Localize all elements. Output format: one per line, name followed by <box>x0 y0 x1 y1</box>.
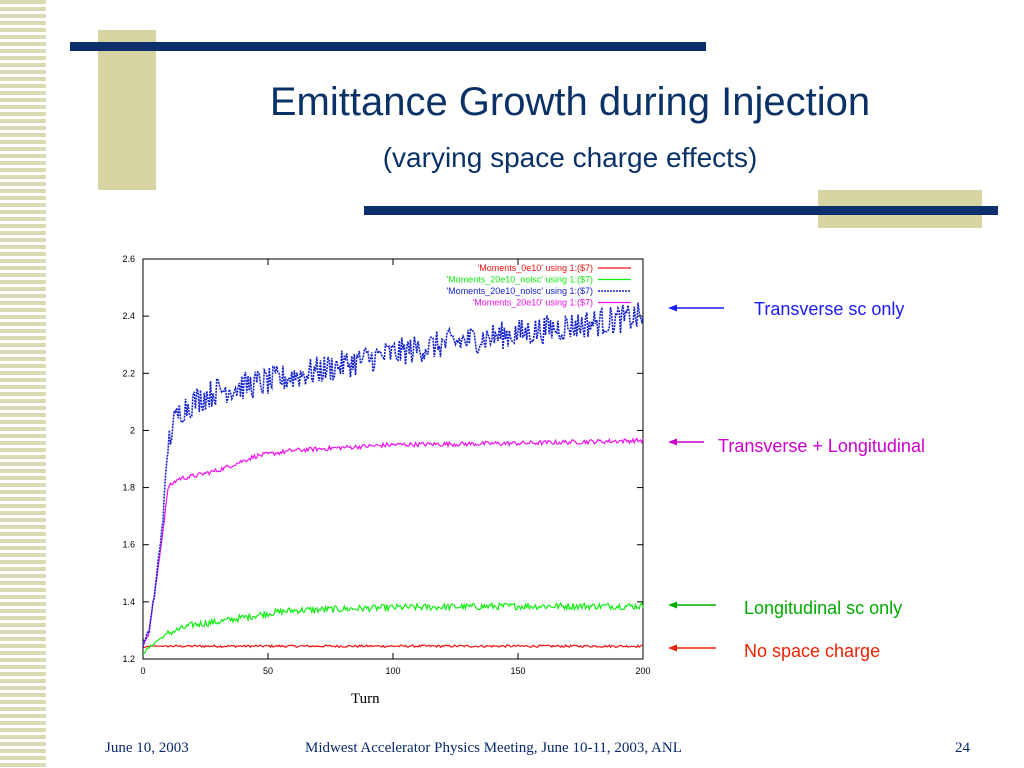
y-tick-label: 1.6 <box>122 540 135 550</box>
y-tick-label: 1.2 <box>122 654 135 664</box>
annotation-longitudinal-sc-only: Longitudinal sc only <box>744 598 903 618</box>
annotation-arrow-head <box>668 438 677 446</box>
x-tick-label: 0 <box>140 666 145 676</box>
y-tick-label: 2 <box>130 425 135 435</box>
decorative-bar-top <box>70 42 706 51</box>
y-tick-label: 1.8 <box>122 483 135 493</box>
annotation-arrow-head <box>668 644 677 652</box>
footer-date: June 10, 2003 <box>105 740 189 756</box>
y-tick-label: 2.4 <box>122 311 135 321</box>
annotation-transverse-sc-only: Transverse sc only <box>754 299 905 319</box>
annotation-no-space-charge: No space charge <box>744 641 881 661</box>
series-line-2 <box>142 302 644 648</box>
x-tick-label: 100 <box>385 666 400 676</box>
decorative-square-top <box>98 30 156 190</box>
y-tick-label: 1.4 <box>122 597 135 607</box>
annotation-transverse-longitudinal: Transverse + Longitudinal <box>718 436 925 456</box>
annotation-arrow-head <box>668 601 677 609</box>
legend-label: 'Moments_20e10' using 1:($7) <box>472 298 593 308</box>
annotation-arrow-head <box>668 304 677 312</box>
footer-page-number: 24 <box>955 740 970 756</box>
y-tick-label: 2.6 <box>122 254 135 264</box>
slide-subtitle: (varying space charge effects) <box>382 142 758 173</box>
legend-label: 'Moments_0e10' using 1:($7) <box>477 263 593 273</box>
y-tick-label: 2.2 <box>122 368 135 378</box>
legend-label: 'Moments_20e10_nolsc' using 1:($7) <box>446 275 593 285</box>
plot-frame <box>142 258 644 660</box>
footer-meeting: Midwest Accelerator Physics Meeting, Jun… <box>305 740 682 756</box>
series-line-0 <box>142 644 644 649</box>
series-line-1 <box>142 601 644 655</box>
decorative-stripes <box>0 0 46 768</box>
x-tick-label: 200 <box>635 666 650 676</box>
decorative-bar-right <box>364 206 998 215</box>
legend-label: 'Moments_20e10_nolsc' using 1:($7) <box>446 286 593 296</box>
slide-title: Emittance Growth during Injection <box>269 80 871 124</box>
series-line-3 <box>142 437 644 646</box>
x-tick-label: 50 <box>263 666 273 676</box>
x-axis-label: Turn <box>351 691 380 707</box>
x-tick-label: 150 <box>510 666 525 676</box>
